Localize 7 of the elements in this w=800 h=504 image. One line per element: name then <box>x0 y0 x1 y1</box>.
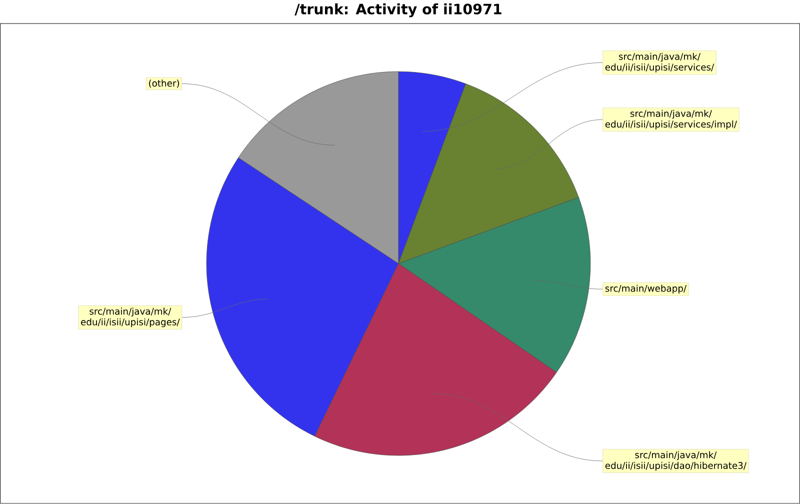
slice-label: (other) <box>149 80 180 88</box>
chart-title: /trunk: Activity of ii10971 <box>294 4 502 18</box>
slice-label: src/main/java/mk/ edu/ii/isii/upisi/dao/hibernate3/ <box>605 451 746 471</box>
slice-label: src/main/java/mk/ edu/ii/isii/upisi/services/impl/ <box>605 110 737 130</box>
slice-label: src/main/java/mk/ edu/ii/isii/upisi/services/ <box>605 52 714 72</box>
slice-label: src/main/webapp/ <box>605 284 687 294</box>
slice-label: src/main/java/mk/ edu/ii/isii/upisi/pages/ <box>81 308 180 328</box>
